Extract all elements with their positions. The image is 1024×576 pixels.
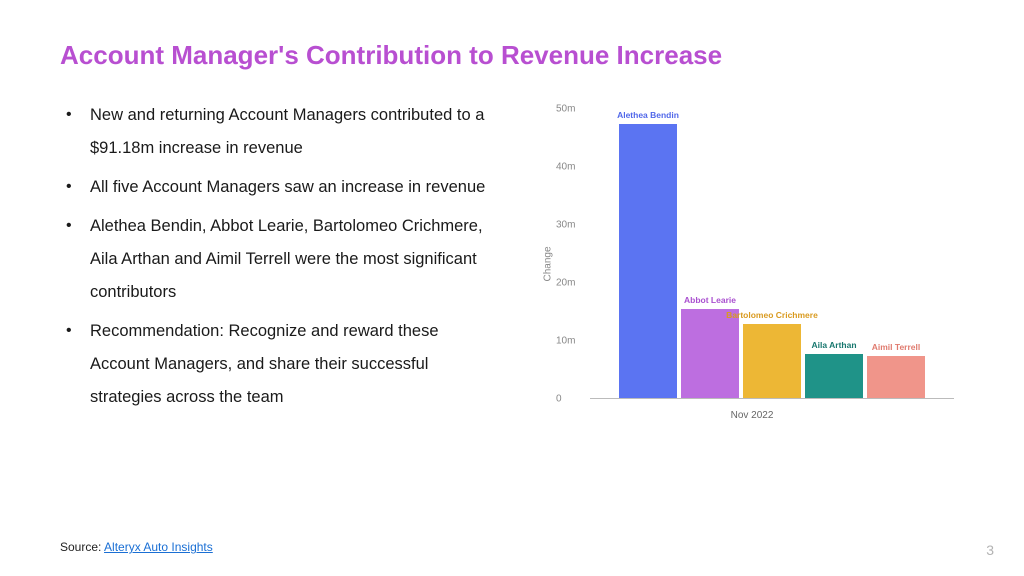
x-axis-line — [590, 398, 954, 399]
bullet-list: New and returning Account Managers contr… — [60, 99, 490, 459]
bullet-item: New and returning Account Managers contr… — [60, 99, 490, 165]
bar: Alethea Bendin — [619, 124, 677, 400]
source-link[interactable]: Alteryx Auto Insights — [104, 540, 213, 554]
y-tick-label: 40m — [556, 162, 575, 173]
bar: Aimil Terrell — [867, 356, 925, 400]
plot-area: Alethea BendinAbbot LearieBartolomeo Cri… — [590, 109, 954, 399]
bar-label: Aimil Terrell — [872, 342, 921, 352]
slide-title: Account Manager's Contribution to Revenu… — [60, 40, 964, 71]
bullet-item: Recommendation: Recognize and reward the… — [60, 315, 490, 414]
y-axis-label: Change — [543, 246, 554, 281]
content-row: New and returning Account Managers contr… — [60, 99, 964, 459]
source-prefix: Source: — [60, 540, 104, 554]
y-tick-label: 50m — [556, 104, 575, 115]
source-footnote: Source: Alteryx Auto Insights — [60, 540, 213, 554]
y-tick-label: 30m — [556, 220, 575, 231]
page-number: 3 — [986, 542, 994, 558]
y-tick-label: 20m — [556, 278, 575, 289]
bullet-item: Alethea Bendin, Abbot Learie, Bartolomeo… — [60, 210, 490, 309]
bar-label: Abbot Learie — [684, 295, 736, 305]
y-tick-label: 10m — [556, 336, 575, 347]
y-tick-label: 0 — [556, 394, 562, 405]
x-axis-label: Nov 2022 — [731, 410, 774, 421]
slide: Account Manager's Contribution to Revenu… — [0, 0, 1024, 576]
bar-label: Bartolomeo Crichmere — [726, 310, 818, 320]
bar: Abbot Learie — [681, 309, 739, 399]
bar-label: Aila Arthan — [811, 340, 856, 350]
bar: Aila Arthan — [805, 354, 863, 399]
bullet-item: All five Account Managers saw an increas… — [60, 171, 490, 204]
bar-label: Alethea Bendin — [617, 110, 679, 120]
revenue-chart: Change 010m20m30m40m50m Alethea BendinAb… — [510, 99, 964, 459]
bar: Bartolomeo Crichmere — [743, 324, 801, 399]
